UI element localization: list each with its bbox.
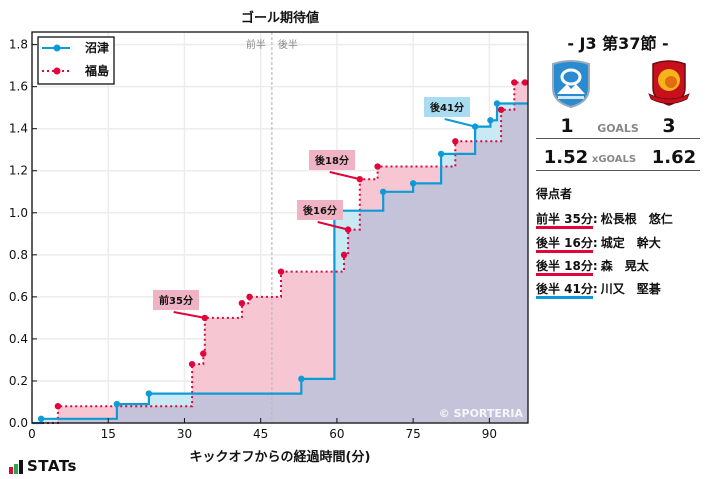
- goals-label: GOALS: [597, 122, 639, 135]
- numazu-crest-icon: [552, 60, 590, 108]
- y-tick-label: 1.2: [9, 164, 28, 178]
- xg-chart: ゴール期待値 前半 後半 前35分 後16分 後18分 後41分 © SPORTERIA…: [9, 10, 529, 465]
- annotation-box: [153, 290, 199, 310]
- y-tick-label: 1.0: [9, 206, 28, 220]
- y-tick-label: 1.4: [9, 122, 28, 136]
- away-goals: 3: [662, 115, 676, 137]
- fukushima-line: [32, 81, 528, 424]
- stats-logo-text: STATs: [27, 457, 77, 475]
- watermark: © SPORTERIA: [439, 407, 524, 420]
- chart-title: ゴール期待値: [241, 10, 319, 26]
- data-point[interactable]: [277, 268, 285, 275]
- data-point[interactable]: [497, 106, 505, 113]
- scorer-item: 後半 18分: 森 晃太: [536, 257, 649, 276]
- data-point[interactable]: [54, 402, 62, 410]
- annotation-pointer: [173, 311, 205, 319]
- annotation-pointer: [329, 171, 361, 181]
- xgoals-row: 1.52 xGOALS 1.62: [536, 146, 700, 171]
- data-point[interactable]: [340, 251, 348, 259]
- scorer-name: 森 晃太: [600, 259, 649, 273]
- data-point[interactable]: [379, 188, 387, 195]
- legend-marker: [53, 44, 61, 52]
- x-axis-label: キックオフからの経過時間(分): [190, 449, 371, 465]
- x-tick-label: 45: [253, 427, 268, 441]
- series-fills: [32, 82, 528, 423]
- scorer-time: 後半 41分: [536, 282, 593, 299]
- annotation-box: [424, 97, 470, 117]
- scorer-time: 後半 18分: [536, 259, 593, 276]
- data-point[interactable]: [113, 400, 121, 408]
- home-xg: 1.52: [543, 147, 589, 168]
- overlap-area: [32, 103, 528, 423]
- home-goals: 1: [560, 115, 574, 137]
- legend-label-fukushima[interactable]: 福島: [84, 63, 109, 78]
- scorer-name: 城定 幹大: [600, 236, 661, 250]
- x-tick-label: 30: [177, 427, 192, 441]
- annotation-label: 後41分: [430, 101, 464, 114]
- fukushima-crest-icon: [648, 60, 690, 106]
- annotation-box: [297, 200, 343, 220]
- annotation-label: 後16分: [303, 204, 337, 217]
- annotation-pointer: [317, 221, 349, 231]
- x-tick-label: 90: [482, 427, 497, 441]
- halftime-marker: 前半 後半: [246, 32, 298, 423]
- x-tick-label: 60: [329, 427, 344, 441]
- scorer-item: 前半 35分: 松長根 悠仁: [536, 210, 673, 229]
- y-tick-label: 1.6: [9, 80, 28, 94]
- y-tick-label: 1.8: [9, 38, 28, 52]
- first-half-label: 前半: [246, 38, 266, 51]
- scorer-item: 後半 16分: 城定 幹大: [536, 234, 661, 253]
- second-half-label: 後半: [278, 38, 298, 51]
- data-point[interactable]: [298, 375, 305, 383]
- scorer-time: 後半 16分: [536, 236, 593, 253]
- legend-box: [37, 36, 115, 85]
- axes: 0 15 30 45 60 75 90 0.0 0.2 0.4 0.6 0.8 1.0 1.2 1.4 1.6…: [9, 38, 497, 441]
- plot-frame: [31, 31, 529, 424]
- data-point[interactable]: [437, 150, 445, 158]
- match-title: - J3 第37節 -: [567, 34, 669, 53]
- scorers-title: 得点者: [536, 187, 573, 201]
- data-point[interactable]: [521, 79, 529, 86]
- xgoals-label: xGOALS: [591, 154, 637, 165]
- scorer-name: 松長根 悠仁: [600, 212, 673, 226]
- legend-marker: [53, 67, 61, 75]
- annotation-box: [309, 150, 355, 170]
- legend-label-numazu[interactable]: 沼津: [85, 40, 109, 55]
- away-xg: 1.62: [651, 147, 697, 168]
- data-point[interactable]: [145, 390, 153, 397]
- bar-chart-icon: [9, 460, 23, 474]
- data-point[interactable]: [493, 100, 501, 107]
- data-point[interactable]: [238, 299, 246, 307]
- x-tick-label: 0: [28, 427, 36, 441]
- annotation-pointer: [444, 118, 476, 128]
- annotation-label: 後18分: [315, 154, 349, 167]
- y-tick-label: 0.0: [9, 416, 28, 430]
- y-tick-label: 0.4: [9, 332, 28, 346]
- data-point[interactable]: [452, 138, 459, 145]
- annotation-label: 前35分: [159, 294, 193, 307]
- y-tick-label: 0.8: [9, 248, 28, 262]
- data-point[interactable]: [200, 350, 207, 357]
- y-tick-label: 0.6: [9, 290, 28, 304]
- data-point[interactable]: [487, 117, 494, 124]
- data-point[interactable]: [37, 415, 45, 422]
- scorer-item: 後半 41分: 川又 堅碁: [536, 280, 661, 299]
- scorer-time: 前半 35分: [536, 212, 593, 229]
- x-tick-label: 75: [406, 427, 421, 441]
- data-point[interactable]: [374, 163, 381, 170]
- goal-annotations: 前35分 後16分 後18分 後41分: [153, 97, 476, 319]
- y-tick-label: 0.2: [9, 374, 28, 388]
- data-point[interactable]: [409, 180, 417, 187]
- data-point[interactable]: [246, 293, 253, 301]
- scorer-name: 川又 堅碁: [600, 282, 661, 296]
- x-tick-label: 15: [101, 427, 116, 441]
- stats-logo: STATs: [9, 458, 77, 474]
- goals-row: 1 GOALS 3: [536, 114, 700, 139]
- data-point[interactable]: [511, 79, 518, 86]
- data-point[interactable]: [188, 360, 196, 368]
